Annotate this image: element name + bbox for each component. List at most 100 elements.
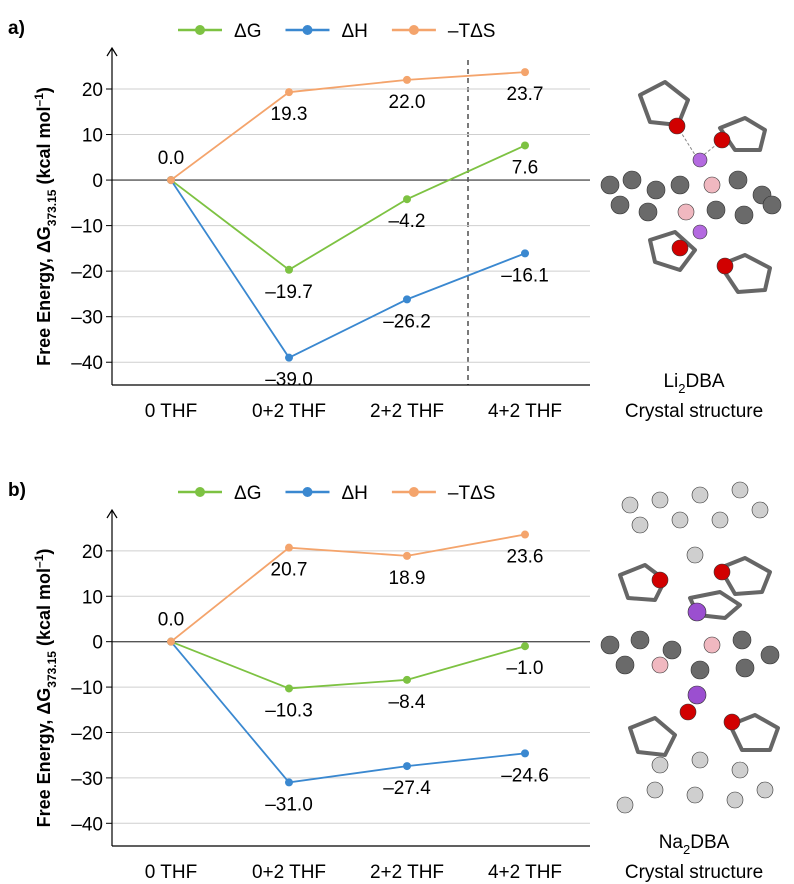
y-tick-label: –10 <box>71 678 103 699</box>
data-point <box>521 642 529 650</box>
data-point <box>403 295 411 303</box>
data-point <box>521 531 529 539</box>
data-label: 23.6 <box>507 547 544 568</box>
y-axis-label-part: Free Energy, ΔG <box>34 688 54 828</box>
y-tick-label: –30 <box>71 308 103 329</box>
data-label: –24.6 <box>501 765 549 786</box>
y-tick-label: –40 <box>71 814 103 835</box>
legend-label: –TΔS <box>448 21 496 42</box>
x-tick-label: 0 THF <box>145 401 197 422</box>
caption-part: 2 <box>683 842 690 857</box>
y-axis-label: Free Energy, ΔG373.15 (kcal mol–1) <box>32 87 59 366</box>
legend-marker <box>409 487 419 497</box>
figure: a)Free Energy, ΔG373.15 (kcal mol–1)2010… <box>0 0 794 884</box>
y-tick-label: 20 <box>82 80 103 101</box>
caption-part: 2 <box>678 381 685 396</box>
y-tick-label: 10 <box>82 126 103 147</box>
data-point <box>285 778 293 786</box>
molecule-a <box>601 82 781 292</box>
data-label: 19.3 <box>271 104 308 125</box>
data-label: –16.1 <box>501 265 549 286</box>
y-axis-label-part: 373.15 <box>45 189 59 226</box>
y-tick-label: –20 <box>71 723 103 744</box>
y-axis-label-part: Free Energy, ΔG <box>34 226 54 366</box>
x-tick-label: 4+2 THF <box>488 862 562 883</box>
y-tick-label: 0 <box>92 171 103 192</box>
molecule-b <box>601 482 779 813</box>
data-label: –26.2 <box>383 311 431 332</box>
y-axis-label-part: –1 <box>32 93 46 107</box>
legend-label: ΔH <box>341 21 367 42</box>
caption-line2: Crystal structure <box>625 862 763 883</box>
y-axis-label-part: 373.15 <box>45 651 59 688</box>
legend-label: ΔH <box>341 483 367 504</box>
caption-part: DBA <box>690 832 729 853</box>
y-axis-label: Free Energy, ΔG373.15 (kcal mol–1) <box>32 549 59 828</box>
legend-marker <box>195 487 205 497</box>
y-tick-label: –40 <box>71 353 103 374</box>
data-point <box>167 638 175 646</box>
caption: Li2DBA <box>663 371 724 396</box>
data-label: 0.0 <box>158 610 184 631</box>
legend-marker <box>302 487 312 497</box>
data-label: –27.4 <box>383 778 431 799</box>
data-label: –10.3 <box>265 700 313 721</box>
y-axis-label-part: ) <box>34 549 54 555</box>
legend-marker <box>409 25 419 35</box>
x-tick-label: 0 THF <box>145 862 197 883</box>
caption-part: Li <box>663 371 678 392</box>
caption-part: DBA <box>685 371 724 392</box>
data-label: 18.9 <box>389 568 426 589</box>
y-tick-label: 10 <box>82 587 103 608</box>
data-point <box>403 76 411 84</box>
series-line <box>171 180 525 358</box>
data-point <box>285 544 293 552</box>
y-tick-label: –10 <box>71 217 103 238</box>
data-point <box>521 141 529 149</box>
series-line <box>171 145 525 269</box>
data-point <box>403 762 411 770</box>
x-tick-label: 0+2 THF <box>252 862 326 883</box>
data-label: –1.0 <box>507 658 544 679</box>
panel-label: a) <box>8 18 25 39</box>
legend-label: ΔG <box>234 483 261 504</box>
x-tick-label: 4+2 THF <box>488 401 562 422</box>
data-point <box>521 68 529 76</box>
data-label: 23.7 <box>507 84 544 105</box>
data-point <box>403 552 411 560</box>
data-point <box>403 195 411 203</box>
data-point <box>285 266 293 274</box>
data-point <box>285 88 293 96</box>
data-point <box>285 354 293 362</box>
data-label: –4.2 <box>389 211 426 232</box>
series-line <box>171 642 525 689</box>
data-label: –8.4 <box>389 692 426 713</box>
y-axis-label-part: ) <box>34 87 54 93</box>
data-point <box>285 684 293 692</box>
data-point <box>167 176 175 184</box>
data-label: 7.6 <box>512 157 538 178</box>
data-point <box>403 676 411 684</box>
caption-line2: Crystal structure <box>625 401 763 422</box>
data-point <box>521 749 529 757</box>
legend-marker <box>302 25 312 35</box>
y-tick-label: 0 <box>92 633 103 654</box>
y-tick-label: –30 <box>71 769 103 790</box>
series-line <box>171 72 525 180</box>
data-label: 22.0 <box>389 92 426 113</box>
data-label: –19.7 <box>265 282 313 303</box>
caption-part: Na <box>659 832 684 853</box>
data-label: 20.7 <box>271 560 308 581</box>
data-label: –39.0 <box>265 370 313 391</box>
y-axis-label-part: (kcal mol <box>34 106 54 189</box>
y-tick-label: –20 <box>71 262 103 283</box>
x-tick-label: 2+2 THF <box>370 401 444 422</box>
data-label: 0.0 <box>158 148 184 169</box>
caption: Na2DBA <box>659 832 730 857</box>
x-tick-label: 0+2 THF <box>252 401 326 422</box>
x-tick-label: 2+2 THF <box>370 862 444 883</box>
y-axis-label-part: –1 <box>32 554 46 568</box>
legend-marker <box>195 25 205 35</box>
data-point <box>521 249 529 257</box>
y-tick-label: 20 <box>82 542 103 563</box>
